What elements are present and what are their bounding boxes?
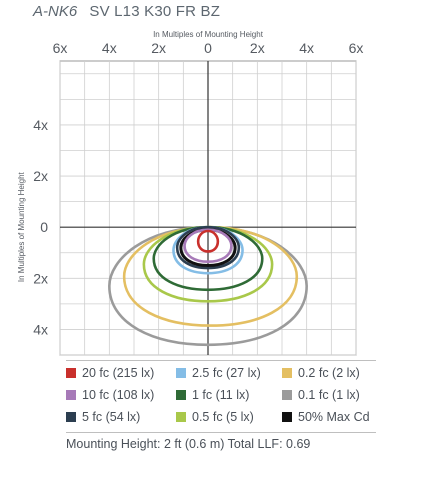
legend-swatch <box>176 390 186 400</box>
chart-title: A-NK6 SV L13 K30 FR BZ <box>33 3 220 20</box>
legend-swatch <box>282 412 292 422</box>
contour-0.2-fc <box>122 225 299 327</box>
legend-label: 1 fc (11 lx) <box>192 388 250 402</box>
mounting-height-footer: Mounting Height: 2 ft (0.6 m) Total LLF:… <box>66 432 376 451</box>
legend-label: 5 fc (54 lx) <box>82 410 141 424</box>
legend-label: 0.5 fc (5 lx) <box>192 410 254 424</box>
legend-label: 20 fc (215 lx) <box>82 366 155 380</box>
contour-1-fc <box>152 225 264 292</box>
model-label: A-NK6 <box>33 3 78 20</box>
legend-item: 20 fc (215 lx) <box>66 366 154 380</box>
legend-label: 0.2 fc (2 lx) <box>298 366 360 380</box>
contour-10-fc <box>183 228 233 263</box>
legend-item: 50% Max Cd <box>282 410 370 424</box>
description-label: SV L13 K30 FR BZ <box>89 3 221 20</box>
x-tick-label: 4x <box>102 40 117 56</box>
legend-item: 1 fc (11 lx) <box>176 388 249 402</box>
legend-item: 2.5 fc (27 lx) <box>176 366 261 380</box>
x-tick-label: 2x <box>250 40 265 56</box>
legend-label: 10 fc (108 lx) <box>82 388 155 402</box>
x-tick-label: 6x <box>53 40 68 56</box>
contour-0.1-fc <box>108 225 308 347</box>
legend-swatch <box>66 368 76 378</box>
legend-swatch <box>176 368 186 378</box>
contour-2.5-fc <box>172 225 244 275</box>
legend-label: 50% Max Cd <box>298 410 370 424</box>
contour-5-fc <box>175 225 241 270</box>
x-tick-label: 0 <box>204 40 212 56</box>
y-tick-label: 2x <box>33 168 48 184</box>
y-tick-label: 4x <box>33 117 48 133</box>
y-tick-label: 0 <box>40 219 48 235</box>
legend: 20 fc (215 lx) 2.5 fc (27 lx) 0.2 fc (2 lx… <box>66 364 376 432</box>
legend-swatch <box>282 390 292 400</box>
legend-item: 0.1 fc (1 lx) <box>282 388 360 402</box>
x-axis-label: In Multiples of Mounting Height <box>153 30 264 39</box>
legend-label: 0.1 fc (1 lx) <box>298 388 360 402</box>
legend-item: 0.2 fc (2 lx) <box>282 366 360 380</box>
contour-50pct-fc <box>179 228 237 268</box>
x-tick-label: 6x <box>349 40 364 56</box>
legend-label: 2.5 fc (27 lx) <box>192 366 261 380</box>
isofootcandle-chart: 6x 4x 2x 0 2x 4x 6x 4x 2x 0 2x 4x In Multiples of Mo… <box>17 30 364 356</box>
x-tick-label: 4x <box>299 40 314 56</box>
legend-item: 10 fc (108 lx) <box>66 388 154 402</box>
y-tick-label: 2x <box>33 270 48 286</box>
y-tick-label: 4x <box>33 321 48 337</box>
legend-swatch <box>176 412 186 422</box>
legend-item: 5 fc (54 lx) <box>66 410 140 424</box>
contour-20-fc <box>196 229 220 253</box>
legend-swatch <box>66 412 76 422</box>
x-tick-label: 2x <box>151 40 166 56</box>
legend-item: 0.5 fc (5 lx) <box>176 410 254 424</box>
contour-0.5-fc <box>142 225 274 303</box>
legend-swatch <box>66 390 76 400</box>
y-axis-label: In Multiples of Mounting Height <box>17 171 26 282</box>
legend-swatch <box>282 368 292 378</box>
legend-divider <box>66 360 376 361</box>
